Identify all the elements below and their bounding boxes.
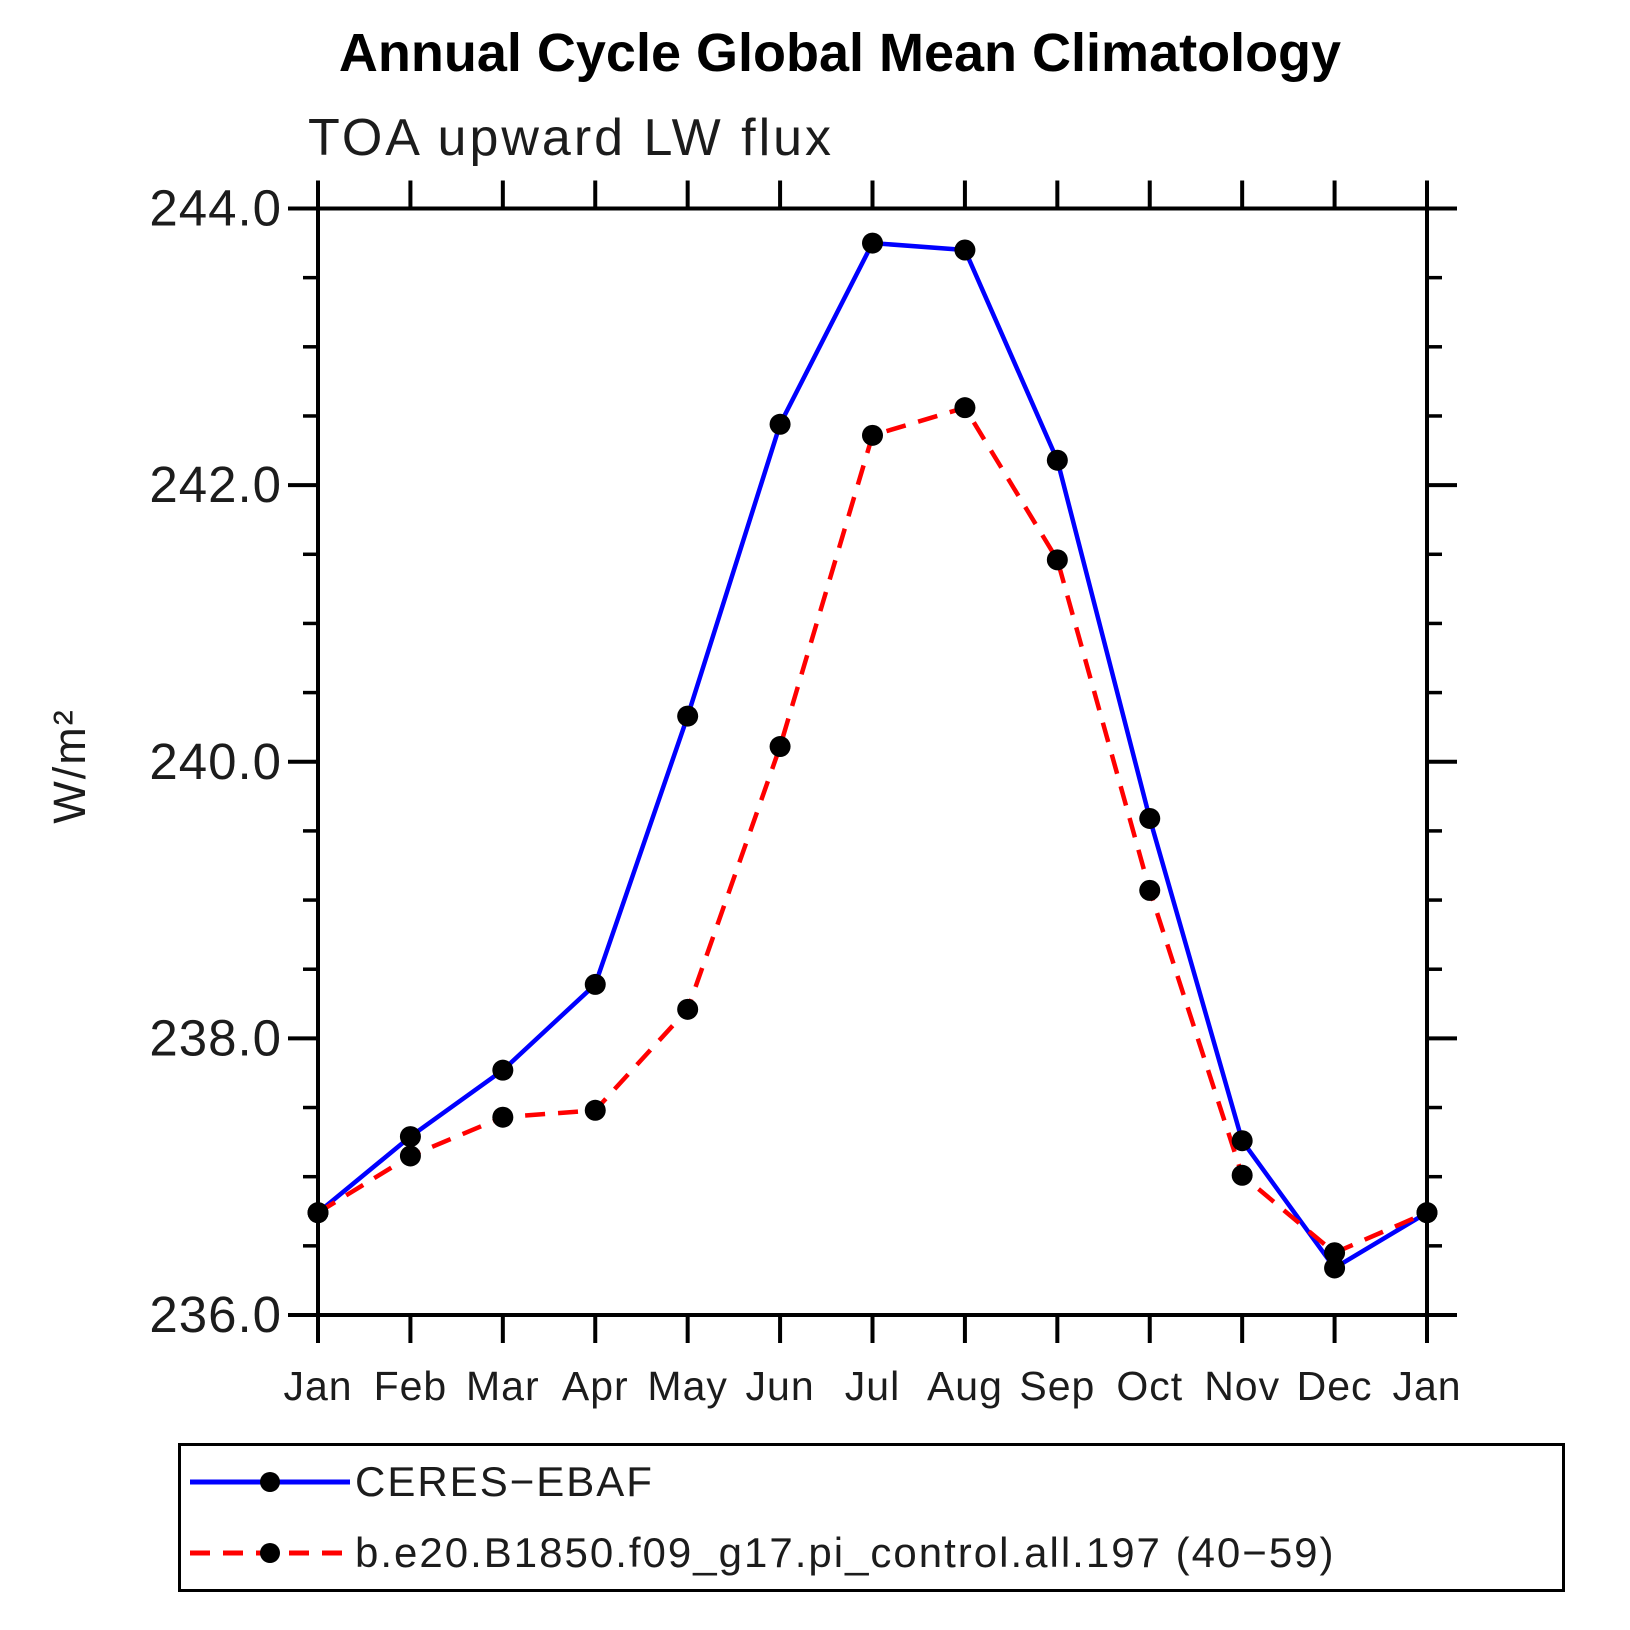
series-marker	[954, 397, 976, 419]
series-marker	[492, 1059, 514, 1081]
x-tick-label: May	[647, 1363, 727, 1409]
series-marker	[1139, 879, 1161, 901]
plot-frame	[316, 206, 1429, 1317]
series-marker	[769, 413, 791, 435]
legend: CERES−EBAF b.e20.B1850.f09_g17.pi_contro…	[178, 1443, 1565, 1592]
series-marker	[1046, 549, 1068, 571]
x-tick-label: Nov	[1204, 1363, 1280, 1409]
x-tick-label: Aug	[927, 1363, 1003, 1409]
legend-label-ceres-ebaf: CERES−EBAF	[355, 1457, 654, 1505]
legend-label-model: b.e20.B1850.f09_g17.pi_control.all.197 (…	[355, 1529, 1336, 1577]
series-marker	[862, 232, 883, 254]
y-tick-label: 236.0	[149, 1286, 282, 1343]
series-marker	[584, 973, 606, 995]
series-marker	[492, 1106, 514, 1128]
legend-item-ceres-ebaf: CERES−EBAF	[181, 1446, 1562, 1518]
legend-item-model: b.e20.B1850.f09_g17.pi_control.all.197 (…	[181, 1518, 1562, 1590]
x-tick-label: Jan	[283, 1363, 352, 1409]
series-marker	[1046, 449, 1068, 471]
series-marker	[1139, 807, 1161, 829]
series-marker	[677, 705, 699, 727]
series-marker	[1231, 1164, 1253, 1186]
x-tick-label: Jun	[746, 1363, 815, 1409]
chart-subtitle: TOA upward LW flux	[308, 109, 835, 167]
series-line-model	[316, 405, 1428, 1256]
series-marker	[1231, 1130, 1253, 1152]
x-tick-label: Apr	[562, 1363, 629, 1409]
series-line-ceres-ebaf	[316, 240, 1429, 1271]
series-marker	[1324, 1257, 1346, 1279]
x-tick-label: Dec	[1297, 1363, 1373, 1409]
series-marker	[307, 1202, 329, 1224]
x-tick-label: Jan	[1392, 1363, 1461, 1409]
series-marker	[1324, 1242, 1346, 1264]
y-tick-label: 238.0	[149, 1009, 282, 1066]
x-tick-label: Oct	[1116, 1363, 1183, 1409]
x-tick-label: Jul	[845, 1363, 900, 1409]
y-tick-label: 240.0	[149, 733, 282, 790]
y-tick-label: 242.0	[149, 456, 282, 513]
legend-marker-dot	[260, 1471, 280, 1492]
series-marker	[769, 736, 791, 758]
legend-swatch-solid-line	[190, 1471, 350, 1492]
series-marker	[399, 1145, 421, 1167]
series-marker	[1416, 1202, 1438, 1224]
legend-marker-dot	[260, 1543, 280, 1564]
x-tick-label: Sep	[1019, 1363, 1095, 1409]
series-marker	[399, 1126, 421, 1148]
x-tick-label: Feb	[374, 1363, 448, 1409]
series-marker	[677, 998, 699, 1020]
series-marker	[862, 424, 883, 446]
x-tick-label: Mar	[466, 1363, 540, 1409]
chart-title: Annual Cycle Global Mean Climatology	[338, 23, 1342, 83]
y-tick-label: 244.0	[149, 180, 282, 237]
legend-swatch-dashed-line	[190, 1543, 350, 1564]
series-marker	[584, 1099, 606, 1121]
series-marker	[954, 239, 976, 261]
